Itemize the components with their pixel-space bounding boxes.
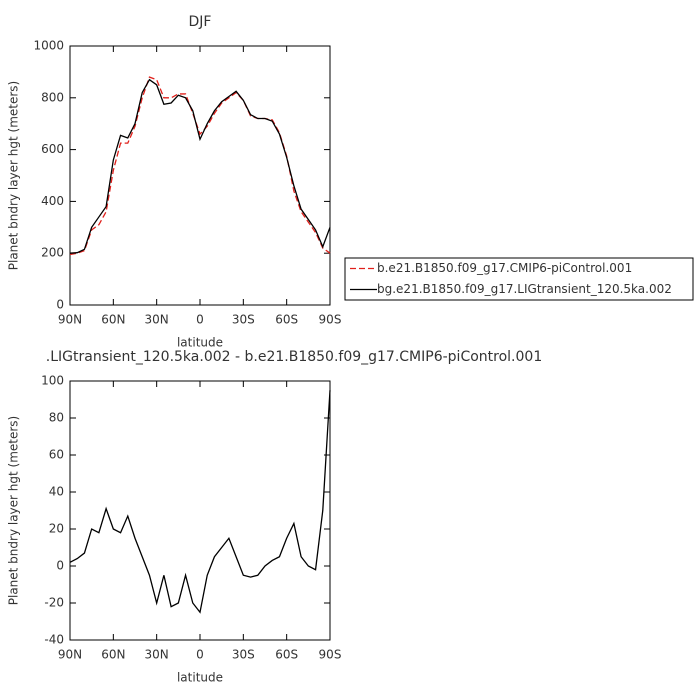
plot-frame [69, 380, 331, 641]
y-tick-label: 800 [41, 90, 64, 104]
x-tick-label: 30N [145, 313, 169, 327]
legend-box [344, 257, 694, 301]
x-tick-label: 90S [319, 648, 342, 662]
y-tick-label: 200 [41, 246, 64, 260]
legend-label: b.e21.B1850.f09_g17.CMIP6-piControl.001 [377, 261, 632, 275]
x-tick-label: 30N [145, 648, 169, 662]
y-axis-label: Planet bndry layer hgt (meters) [7, 416, 21, 606]
y-tick-label: 40 [49, 485, 64, 499]
y-tick-label: 0 [56, 298, 64, 312]
y-tick-label: 600 [41, 142, 64, 156]
y-tick-label: 80 [49, 411, 64, 425]
x-tick-label: 60S [275, 648, 298, 662]
chart-title: DJF [189, 14, 212, 30]
y-tick-label: 0 [56, 559, 64, 573]
x-tick-label: 30S [232, 313, 255, 327]
x-tick-label: 0 [196, 648, 204, 662]
chart-title: .LIGtransient_120.5ka.002 - b.e21.B1850.… [46, 349, 542, 365]
y-tick-label: -40 [44, 633, 64, 647]
legend-label: bg.e21.B1850.f09_g17.LIGtransient_120.5k… [377, 282, 672, 296]
y-tick-label: 100 [41, 374, 64, 388]
x-tick-label: 90N [58, 313, 82, 327]
y-tick-label: 20 [49, 522, 64, 536]
data-line [69, 78, 331, 254]
y-tick-label: 60 [49, 448, 64, 462]
x-axis-label: latitude [177, 671, 223, 685]
y-tick-label: 400 [41, 194, 64, 208]
y-tick-label: 1000 [33, 39, 64, 53]
x-axis-label: latitude [177, 336, 223, 350]
x-tick-label: 60N [101, 313, 125, 327]
data-line [69, 390, 331, 614]
y-axis-label: Planet bndry layer hgt (meters) [7, 81, 21, 271]
x-tick-label: 30S [232, 648, 255, 662]
x-tick-label: 0 [196, 313, 204, 327]
x-tick-label: 90N [58, 648, 82, 662]
y-tick-label: -20 [44, 596, 64, 610]
x-tick-label: 60S [275, 313, 298, 327]
x-tick-label: 90S [319, 313, 342, 327]
data-line [69, 76, 331, 256]
x-tick-label: 60N [101, 648, 125, 662]
